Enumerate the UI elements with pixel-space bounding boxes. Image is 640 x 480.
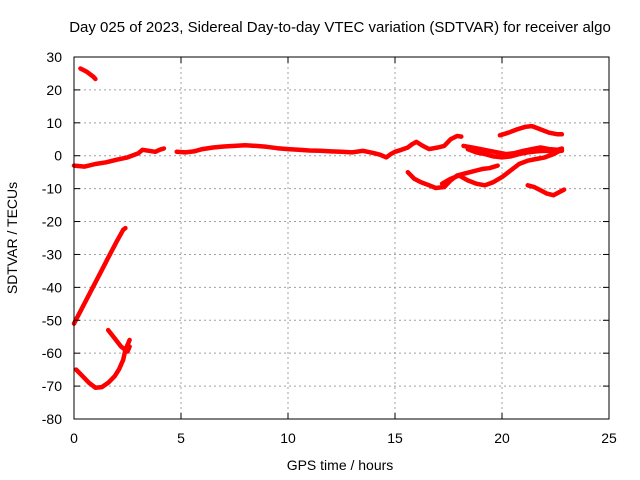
y-tick-label: 10 [46,115,62,131]
series-line-seg-low-hook [105,327,132,354]
x-tick-label: 25 [601,430,617,446]
y-tick-label: -80 [42,411,62,427]
series-line-seg-mid-right [465,146,565,160]
y-tick-label: -20 [42,214,62,230]
y-tick-label: 0 [54,148,62,164]
x-tick-label: 20 [494,430,510,446]
plot-series [71,66,567,390]
series-line-seg-top-right [497,123,565,138]
x-tick-label: 10 [280,430,296,446]
series-line-seg-high-start [78,66,98,82]
y-tick-label: -60 [42,345,62,361]
y-axis-label: SDTVAR / TECUs [4,182,20,294]
series-line-seg-bottom-right [525,183,567,198]
axis-ticks: 0 5 10 15 20 25 30 20 10 0 -10 -20 -30 -40 -50 -60 -70 -8… [42,49,617,446]
series-line-seg-main-early [71,146,167,169]
x-tick-label: 15 [387,430,403,446]
series-line-seg-steep-rise [71,225,128,326]
plot-frame [73,56,610,420]
y-tick-label: -40 [42,279,62,295]
y-tick-label: -50 [42,312,62,328]
y-tick-label: -10 [42,181,62,197]
series-line-seg-low-curve [73,337,132,390]
grid [74,57,609,419]
y-tick-label: 20 [46,82,62,98]
series-line-seg-lower-right [439,147,565,188]
y-tick-label: 30 [46,49,62,65]
y-tick-label: -70 [42,378,62,394]
x-tick-label: 0 [70,430,78,446]
x-tick-label: 5 [177,430,185,446]
series-line-seg-main-mid [174,133,464,160]
y-tick-label: -30 [42,246,62,262]
x-axis-label: GPS time / hours [287,457,394,473]
chart-title: Day 025 of 2023, Sidereal Day-to-day VTE… [69,19,611,36]
